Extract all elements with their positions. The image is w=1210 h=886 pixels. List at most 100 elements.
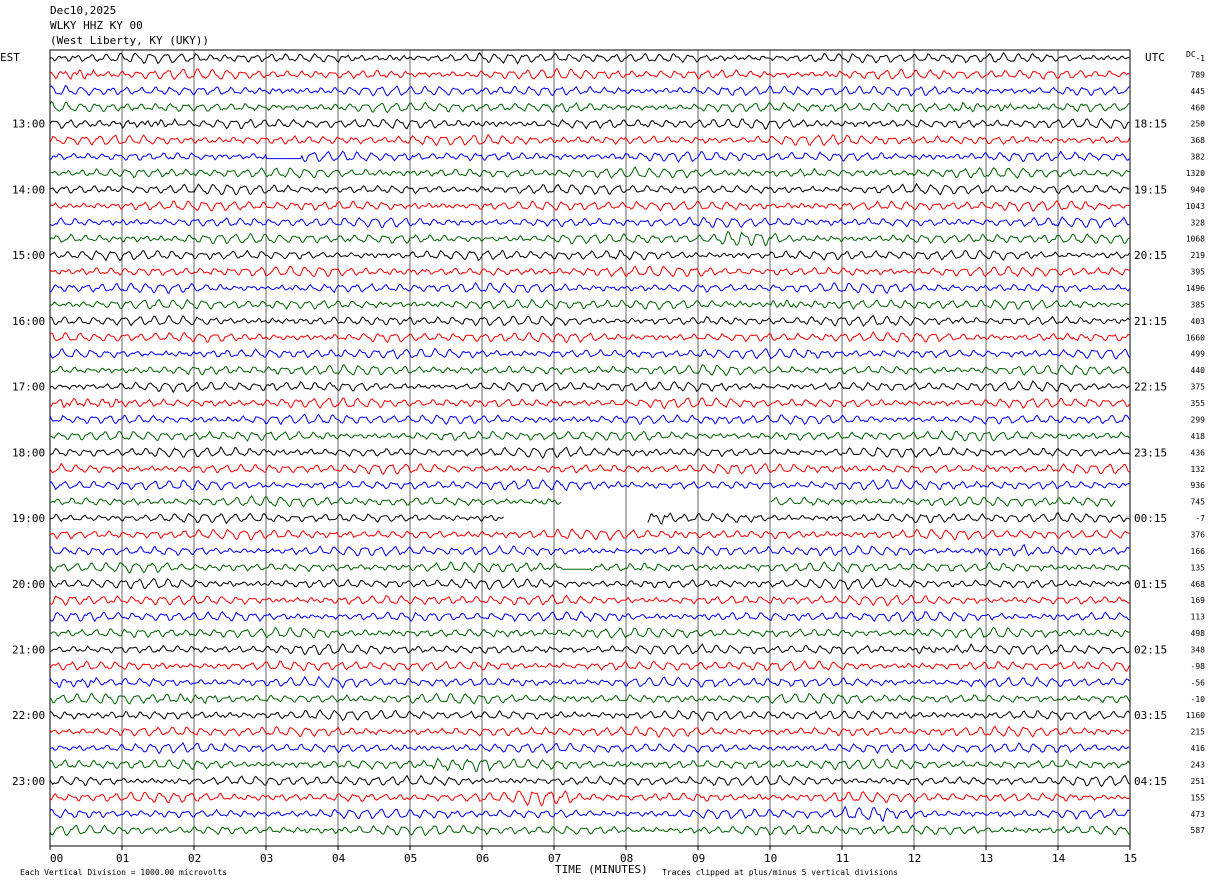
dc-offset-label: 1160 (1186, 711, 1205, 720)
station-code: WLKY HHZ KY 00 (50, 19, 143, 32)
utc-hour-label: 21:15 (1134, 315, 1167, 328)
trace-row (49, 692, 1130, 705)
utc-hour-label: 01:15 (1134, 578, 1167, 591)
x-tick-label: 12 (908, 852, 921, 865)
x-tick-label: 01 (116, 852, 129, 865)
trace-row (49, 216, 1130, 229)
dc-offset-label: 940 (1191, 185, 1206, 194)
trace-row (49, 805, 1130, 823)
dc-label: DC (1186, 50, 1196, 59)
est-hour-label: 21:00 (12, 643, 45, 656)
trace-row (49, 265, 1130, 278)
trace-row (49, 282, 1130, 294)
trace-row (49, 249, 1130, 262)
x-tick-label: 03 (260, 852, 273, 865)
dc-offset-label: 468 (1191, 580, 1206, 589)
dc-offset-label: 155 (1191, 793, 1206, 802)
trace-row (49, 347, 1130, 360)
trace-row (49, 462, 1130, 475)
x-tick-label: 09 (692, 852, 705, 865)
utc-hour-label: 03:15 (1134, 709, 1167, 722)
row-labels: 13:00 18:15 14:00 19:15 15:00 20:15 16:00 21:15… (12, 54, 1205, 835)
trace-row (49, 200, 1130, 213)
dc-offset-label: -56 (1191, 678, 1206, 687)
est-hour-label: 23:00 (12, 775, 45, 788)
dc-offset-label: 132 (1191, 465, 1206, 474)
dc-offset-label: 355 (1191, 399, 1206, 408)
dc-offset-label: 440 (1191, 366, 1206, 375)
plot-frame (49, 49, 1131, 847)
dc-offset-label: -1 (1195, 54, 1205, 63)
trace-row (49, 544, 1130, 557)
utc-hour-label: 00:15 (1134, 512, 1167, 525)
est-hour-label: 14:00 (12, 183, 45, 196)
dc-offset-label: 348 (1191, 645, 1206, 654)
time-grid (49, 49, 1131, 847)
dc-offset-label: 789 (1191, 70, 1206, 79)
dc-offset-label: 473 (1191, 810, 1206, 819)
est-hour-label: 20:00 (12, 578, 45, 591)
dc-offset-label: 368 (1191, 136, 1206, 145)
trace-row (49, 643, 1130, 656)
dc-offset-label: 403 (1191, 317, 1206, 326)
dc-offset-label: 1043 (1186, 202, 1205, 211)
trace-row (49, 709, 1130, 722)
dc-offset-label: 219 (1191, 251, 1206, 260)
trace-row (49, 824, 1130, 837)
trace-row (50, 429, 1130, 442)
dc-offset-label: 1660 (1186, 333, 1205, 342)
trace-row (49, 741, 1130, 755)
dc-offset-label: 1068 (1186, 235, 1205, 244)
trace-row (49, 495, 1116, 508)
est-hour-label: 18:00 (12, 446, 45, 459)
dc-offset-label: 745 (1191, 498, 1206, 507)
dc-offset-label: 418 (1191, 432, 1206, 441)
utc-hour-label: 20:15 (1134, 249, 1167, 262)
dc-offset-label: 1320 (1186, 169, 1205, 178)
dc-offset-label: 445 (1191, 87, 1206, 96)
trace-row (49, 774, 1130, 788)
dc-offset-label: 460 (1191, 103, 1206, 112)
utc-zone-label: UTC (1145, 51, 1165, 64)
dc-offset-label: 215 (1191, 728, 1206, 737)
utc-hour-label: 18:15 (1134, 118, 1167, 131)
station-location: (West Liberty, KY (UKY)) (50, 34, 209, 47)
seismic-traces (49, 51, 1130, 837)
trace-row (49, 166, 1130, 179)
x-tick-label: 08 (620, 852, 633, 865)
dc-offset-label: 936 (1191, 481, 1206, 490)
trace-row (49, 67, 1130, 81)
trace-row (49, 790, 1130, 807)
trace-row (49, 577, 1130, 591)
trace-row (49, 182, 1130, 196)
utc-hour-label: 22:15 (1134, 381, 1167, 394)
dc-offset-label: 498 (1191, 629, 1206, 638)
time-axis: 00 01 02 03 04 05 06 07 08 09 10 11 12 13 14 15 (49, 846, 1137, 865)
dc-offset-label: 250 (1191, 120, 1206, 129)
trace-row (49, 397, 1130, 410)
trace-row (49, 511, 1130, 525)
est-hour-label: 19:00 (12, 512, 45, 525)
x-tick-label: 02 (188, 852, 201, 865)
x-tick-label: 13 (980, 852, 993, 865)
est-zone-label: EST (0, 51, 20, 64)
trace-row (49, 528, 1130, 542)
dc-offset-label: 436 (1191, 448, 1206, 457)
est-hour-label: 22:00 (12, 709, 45, 722)
trace-row (49, 725, 1130, 738)
x-tick-label: 14 (1052, 852, 1066, 865)
trace-row (49, 594, 1130, 607)
dc-offset-label: 376 (1191, 530, 1206, 539)
dc-offset-label: 135 (1191, 563, 1206, 572)
trace-row (49, 231, 1130, 247)
dc-offset-label: 299 (1191, 415, 1206, 424)
trace-row (49, 298, 1130, 311)
utc-hour-label: 19:15 (1134, 183, 1167, 196)
dc-offset-label: 328 (1191, 218, 1206, 227)
scale-note: Each Vertical Division = 1000.00 microvo… (20, 868, 227, 877)
dc-offset-label: 499 (1191, 350, 1206, 359)
dc-offset-label: 375 (1191, 383, 1206, 392)
dc-offset-label: 416 (1191, 744, 1206, 753)
x-axis-title: TIME (MINUTES) (555, 863, 648, 876)
x-tick-label: 11 (836, 852, 849, 865)
